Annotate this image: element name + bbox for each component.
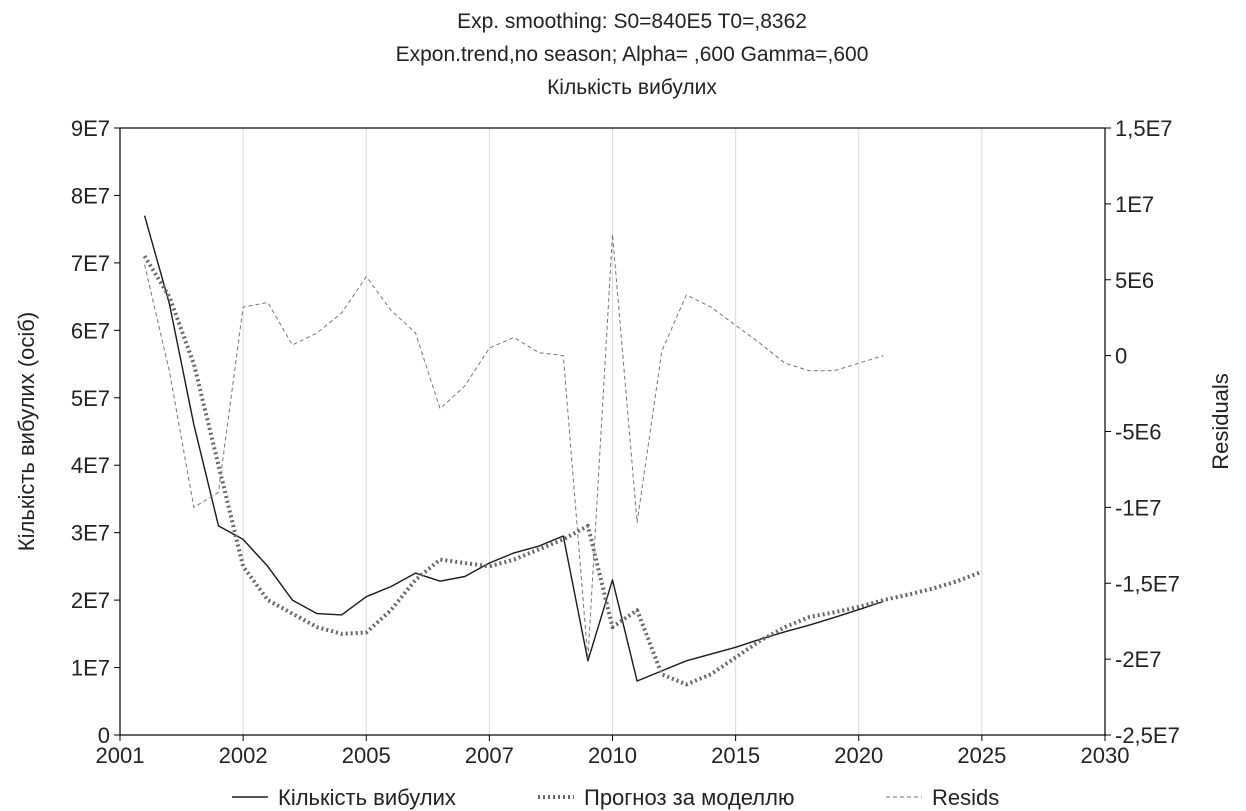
series-line-1 xyxy=(143,215,884,682)
x-tick-label: 2030 xyxy=(1081,743,1130,768)
gridlines xyxy=(242,128,983,735)
chart-title-line: Expon.trend,no season; Alpha= ,600 Gamma… xyxy=(396,43,869,66)
y-tick-label: 0 xyxy=(98,723,110,748)
series-lines xyxy=(142,215,983,687)
series-line-3 xyxy=(144,233,884,660)
y2-tick-label: 1E7 xyxy=(1115,192,1154,217)
y-axis-right-ticks: -2,5E7 -2E7 -1,5E7 -1E7 -5E6 0 5E6 1E7 1,5E7 xyxy=(1105,116,1180,748)
y2-tick-label: -2E7 xyxy=(1115,647,1161,672)
y-axis-left-title: Кількість вибулих (осіб) xyxy=(14,312,39,551)
y2-tick-label: -5E6 xyxy=(1115,420,1161,445)
y-axis-right-title: Residuals xyxy=(1208,373,1233,470)
y-tick-label: 8E7 xyxy=(71,183,110,208)
chart-title-line: Exp. smoothing: S0=840E5 T0=,8362 xyxy=(457,10,807,33)
x-tick-label: 2010 xyxy=(588,743,637,768)
y-tick-label: 1E7 xyxy=(71,656,110,681)
series-line-2 xyxy=(142,255,983,687)
legend: Кількість вибулих Прогноз за моделлю Resid… xyxy=(232,785,999,810)
x-tick-label: 2020 xyxy=(834,743,883,768)
y-tick-label: 6E7 xyxy=(71,318,110,343)
legend-label: Кількість вибулих xyxy=(278,785,456,810)
y2-tick-label: 0 xyxy=(1115,344,1127,369)
x-axis-ticks: 2001 2002 2005 2007 2010 2015 2020 2025 2030 xyxy=(96,735,1130,768)
y2-tick-label: 1,5E7 xyxy=(1115,116,1173,141)
x-tick-label: 2002 xyxy=(219,743,268,768)
y2-tick-label: -2,5E7 xyxy=(1115,723,1180,748)
y-tick-label: 5E7 xyxy=(71,386,110,411)
y-axis-left-ticks: 0 1E7 2E7 3E7 4E7 5E7 6E7 7E7 8E7 9E7 xyxy=(71,116,120,748)
x-tick-label: 2015 xyxy=(711,743,760,768)
y2-tick-label: -1,5E7 xyxy=(1115,571,1180,596)
y-tick-label: 2E7 xyxy=(71,588,110,613)
x-tick-label: 2001 xyxy=(96,743,145,768)
y2-tick-label: 5E6 xyxy=(1115,268,1154,293)
y2-tick-label: -1E7 xyxy=(1115,495,1161,520)
y-tick-label: 3E7 xyxy=(71,521,110,546)
y-tick-label: 7E7 xyxy=(71,251,110,276)
x-tick-label: 2005 xyxy=(342,743,391,768)
legend-label: Прогноз за моделлю xyxy=(584,785,794,810)
chart-title-line: Кількість вибулих xyxy=(547,76,717,99)
legend-label: Resids xyxy=(932,785,999,810)
chart-title: Exp. smoothing: S0=840E5 T0=,8362 Expon.t… xyxy=(396,10,869,99)
x-tick-label: 2007 xyxy=(465,743,514,768)
x-tick-label: 2025 xyxy=(957,743,1006,768)
y-tick-label: 9E7 xyxy=(71,116,110,141)
y-tick-label: 4E7 xyxy=(71,453,110,478)
